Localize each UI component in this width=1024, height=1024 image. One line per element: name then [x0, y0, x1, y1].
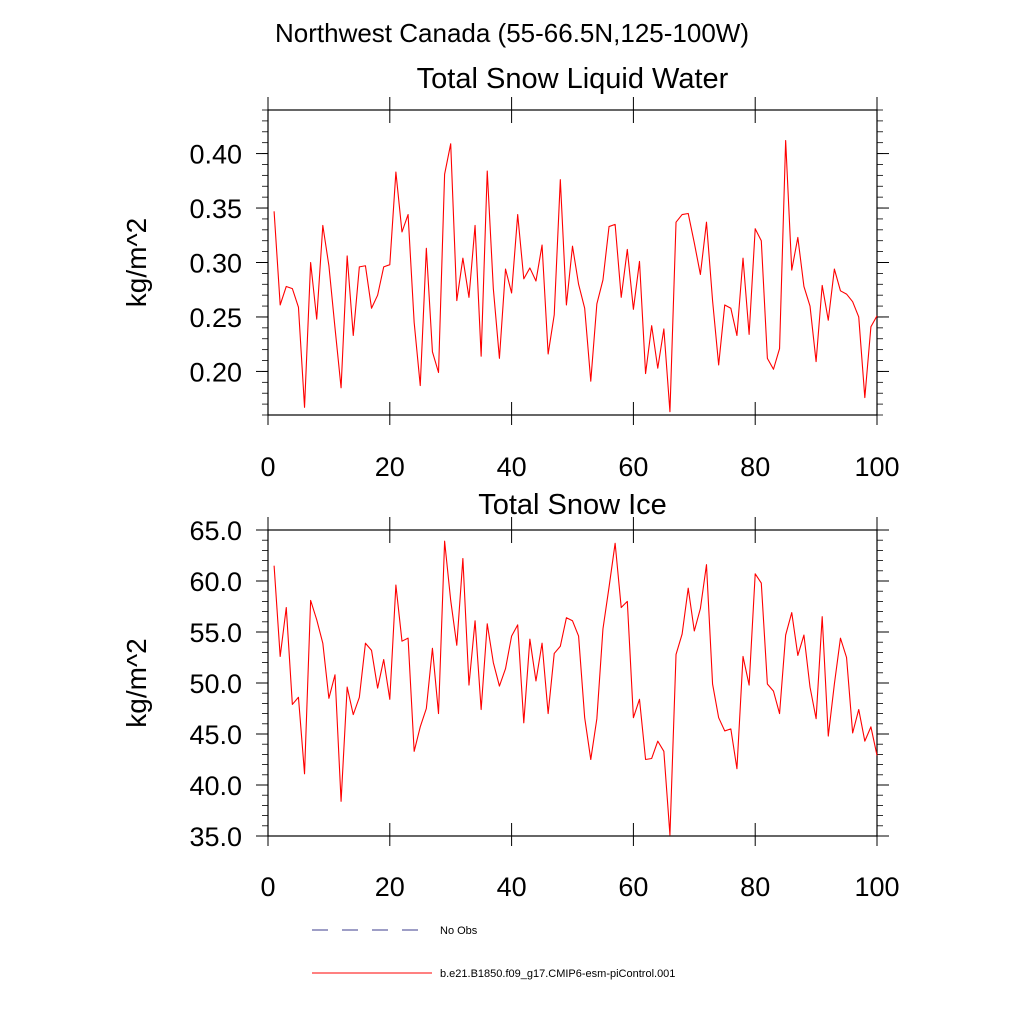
region-title: Northwest Canada (55-66.5N,125-100W)	[275, 18, 749, 48]
x-tick-label: 80	[740, 452, 770, 482]
x-tick-label: 0	[260, 452, 275, 482]
x-tick-label: 60	[618, 452, 648, 482]
x-tick-label: 20	[375, 452, 405, 482]
legend-label-2: b.e21.B1850.f09_g17.CMIP6-esm-piControl.…	[440, 968, 675, 980]
plot-frame	[267, 529, 878, 837]
y-tick-label: 55.0	[189, 618, 242, 648]
y-tick-label: 35.0	[189, 822, 242, 852]
chart-panel-2: Total Snow Ice 0 20 40 60 80 100 35.0 40.0 45.0 50…	[121, 489, 900, 902]
x-tick-label: 40	[497, 452, 527, 482]
x-tick-label: 0	[260, 872, 275, 902]
y-tick-label: 60.0	[189, 567, 242, 597]
x-tick-label: 60	[618, 872, 648, 902]
x-tick-label: 100	[854, 452, 899, 482]
x-tick-label: 40	[497, 872, 527, 902]
chart-title: Total Snow Ice	[478, 489, 667, 521]
y-axis-label: kg/m^2	[121, 218, 152, 307]
legend-label-1: No Obs	[440, 925, 478, 937]
series-line-1	[273, 139, 878, 413]
x-tick-label: 20	[375, 872, 405, 902]
y-tick-label: 40.0	[189, 771, 242, 801]
x-tick-label: 80	[740, 872, 770, 902]
series-line-1	[273, 540, 878, 836]
chart-title: Total Snow Liquid Water	[417, 63, 729, 95]
y-tick-label: 65.0	[189, 516, 242, 546]
y-tick-label: 0.20	[189, 357, 242, 387]
chart-panel-1: Total Snow Liquid Water 0 20 40 60 80 100 0.20 0…	[121, 63, 900, 482]
y-tick-label: 50.0	[189, 669, 242, 699]
y-tick-label: 0.40	[189, 140, 242, 170]
y-tick-label: 0.30	[189, 249, 242, 279]
y-tick-label: 0.35	[189, 194, 242, 224]
legend: No Obs b.e21.B1850.f09_g17.CMIP6-esm-piCo…	[312, 925, 675, 980]
y-tick-label: 0.25	[189, 303, 242, 333]
y-axis-label: kg/m^2	[121, 638, 152, 727]
charts-group: Total Snow Liquid Water 0 20 40 60 80 100 0.20 0…	[121, 63, 900, 902]
x-tick-label: 100	[854, 872, 899, 902]
y-tick-label: 45.0	[189, 720, 242, 750]
